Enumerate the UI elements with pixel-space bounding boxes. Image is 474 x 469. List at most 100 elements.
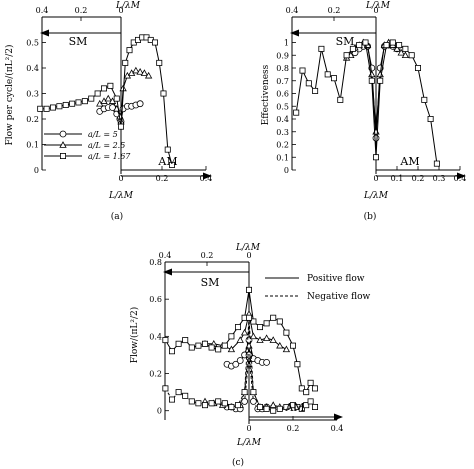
data-point [276,405,283,412]
x-axis-label-top: L/λM [115,1,141,11]
data-point [126,47,133,54]
bottom-x-tick-label: 0 [118,174,123,183]
y-tick-label: 0.9 [276,51,289,60]
data-point [201,340,208,347]
data-point [250,318,257,325]
data-point [75,99,82,106]
data-point [94,90,101,97]
data-point [215,346,222,353]
data-point [164,146,171,153]
data-point [208,400,215,407]
data-point [343,52,350,59]
data-point [81,98,88,105]
data-point [393,45,401,52]
sm-label: SM [201,276,220,289]
data-point [168,348,175,355]
y-tick-label: 0 [157,407,162,416]
y-tick-label: 0.1 [276,153,289,162]
y-tick-label: 0.8 [276,64,289,73]
data-point [256,403,263,410]
legend-label: a/L = 1.67 [88,152,131,161]
sm-arrow-head [40,29,49,37]
data-point [389,39,396,46]
data-point [397,48,405,56]
legend [265,277,299,297]
data-point [245,314,252,321]
data-point [307,379,314,386]
data-point [305,80,312,87]
data-point [299,67,306,74]
am-arrow-head [203,172,212,180]
data-point [270,407,277,414]
data-point [249,398,257,405]
bottom-x-tick-label: 0.2 [156,174,169,183]
data-point [232,360,240,368]
panel-caption: (a) [111,211,123,222]
data-point [162,337,169,344]
panel-caption: (b) [364,211,377,222]
figure-layer: 0 0.1 0.2 0.3 0.4 0.5 0.4 0.2 0 0 0.2 0.4 SM AM Flow p… [4,1,466,468]
series-positive-flow-circle [223,336,271,370]
data-point [283,403,290,410]
series-negative-flow-square [162,314,318,414]
data-point [241,389,248,396]
data-point [433,160,440,167]
data-point [56,103,63,110]
data-point [427,116,434,123]
data-point [101,85,108,92]
data-point [118,123,125,130]
data-point [69,100,76,107]
data-point [162,385,169,392]
data-point [256,324,263,331]
data-point [318,45,325,52]
data-point [324,71,331,78]
y-tick-label: 0.5 [26,39,39,48]
data-point [107,82,114,89]
panel-b [291,16,461,177]
y-axis-label: Flow/(πL²/2) [129,307,140,364]
data-point [377,77,384,84]
data-point [236,336,244,343]
data-point [311,403,318,410]
data-point [241,398,249,405]
data-point [311,385,318,392]
data-point [201,402,208,409]
legend-label: Positive flow [307,274,365,284]
data-point [276,318,283,325]
top-x-tick-label: 0 [246,251,251,260]
data-point [221,400,228,407]
data-point [240,328,249,336]
data-point [383,42,390,49]
data-point [160,90,167,97]
data-point [298,385,305,392]
data-point [104,94,112,102]
data-point [414,65,421,72]
legend-label: Negative flow [307,292,371,302]
legend-marker [59,141,67,148]
panel-caption: (c) [232,457,244,468]
y-tick-label: 0.7 [276,77,289,86]
data-point [250,389,257,396]
data-point [168,161,175,168]
data-point [88,95,95,102]
panel-a [37,16,207,177]
top-x-tick-label: 0 [373,6,378,15]
data-point [136,68,144,75]
y-axis-label: Flow per cycle/(πL²/2) [4,44,15,145]
sm-label: SM [336,35,355,48]
data-point [188,344,195,351]
data-point [402,45,409,52]
data-point [307,398,314,405]
data-point [227,345,236,353]
y-tick-label: 0.6 [276,90,289,99]
am-arrow-head [334,413,343,421]
data-point [294,361,301,368]
x-axis-label-bottom: L/λM [108,191,134,201]
data-point [62,101,69,108]
data-point [396,42,403,49]
data-point [303,402,310,409]
top-x-tick-label: 0.4 [286,6,299,15]
y-tick-label: 0 [34,166,39,175]
sm-arrow-head [290,29,299,37]
